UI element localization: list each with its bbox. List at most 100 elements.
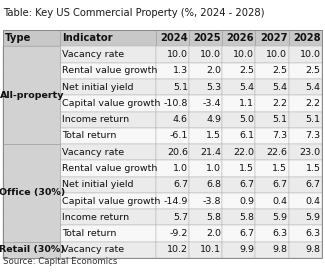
Bar	[255, 209, 289, 225]
Bar	[189, 209, 222, 225]
Text: 2025: 2025	[193, 33, 221, 43]
Bar	[222, 79, 255, 95]
Bar	[60, 30, 156, 46]
Bar	[3, 193, 60, 209]
Bar	[3, 144, 60, 160]
Bar	[255, 63, 289, 79]
Bar	[289, 112, 322, 128]
Text: 5.4: 5.4	[272, 83, 287, 92]
Text: 5.9: 5.9	[306, 213, 320, 222]
Text: 2.5: 2.5	[306, 66, 320, 75]
Bar	[255, 79, 289, 95]
Text: Vacancy rate: Vacancy rate	[62, 148, 124, 157]
Bar	[255, 160, 289, 177]
Bar	[60, 46, 156, 63]
Text: Rental value growth: Rental value growth	[62, 66, 157, 75]
Text: 5.4: 5.4	[306, 83, 320, 92]
Text: 2.2: 2.2	[306, 99, 320, 108]
Bar	[289, 63, 322, 79]
Text: 21.4: 21.4	[200, 148, 221, 157]
Text: Table: Key US Commercial Property (%, 2024 - 2028): Table: Key US Commercial Property (%, 20…	[3, 8, 265, 18]
Text: 2.0: 2.0	[206, 66, 221, 75]
Text: 6.3: 6.3	[272, 229, 287, 238]
Text: 5.1: 5.1	[306, 115, 320, 124]
Bar	[189, 95, 222, 112]
Text: 5.8: 5.8	[239, 213, 254, 222]
Text: 4.9: 4.9	[206, 115, 221, 124]
Text: Income return: Income return	[62, 213, 129, 222]
Text: 2026: 2026	[227, 33, 254, 43]
Bar	[289, 242, 322, 258]
Text: 6.8: 6.8	[206, 180, 221, 189]
Bar	[60, 193, 156, 209]
Bar	[289, 144, 322, 160]
Text: 5.0: 5.0	[239, 115, 254, 124]
Text: 1.0: 1.0	[173, 164, 188, 173]
Bar	[189, 30, 222, 46]
Text: 2.5: 2.5	[272, 66, 287, 75]
Text: Capital value growth: Capital value growth	[62, 99, 160, 108]
Bar	[222, 242, 255, 258]
Text: All-property: All-property	[0, 91, 64, 100]
Bar	[3, 128, 60, 144]
Bar	[3, 30, 322, 258]
Bar	[289, 177, 322, 193]
Bar	[3, 242, 60, 258]
Text: 0.9: 0.9	[239, 197, 254, 206]
Bar	[3, 209, 60, 225]
Bar	[3, 95, 60, 112]
Text: Rental value growth: Rental value growth	[62, 164, 157, 173]
Bar	[3, 242, 60, 258]
Bar	[156, 160, 189, 177]
Bar	[156, 112, 189, 128]
Bar	[3, 63, 60, 79]
Text: 1.1: 1.1	[239, 99, 254, 108]
Text: Income return: Income return	[62, 115, 129, 124]
Text: 2.2: 2.2	[272, 99, 287, 108]
Text: 2.0: 2.0	[206, 229, 221, 238]
Bar	[156, 144, 189, 160]
Text: Capital value growth: Capital value growth	[62, 197, 160, 206]
Bar	[222, 95, 255, 112]
Bar	[289, 30, 322, 46]
Bar	[189, 46, 222, 63]
Text: 5.9: 5.9	[272, 213, 287, 222]
Bar	[189, 193, 222, 209]
Bar	[189, 112, 222, 128]
Bar	[222, 177, 255, 193]
Bar	[189, 225, 222, 242]
Bar	[189, 144, 222, 160]
Text: 1.0: 1.0	[206, 164, 221, 173]
Bar	[60, 209, 156, 225]
Bar	[189, 242, 222, 258]
Bar	[222, 209, 255, 225]
Text: 10.2: 10.2	[167, 245, 188, 254]
Text: 9.9: 9.9	[239, 245, 254, 254]
Bar	[289, 128, 322, 144]
Bar	[189, 160, 222, 177]
Bar	[156, 242, 189, 258]
Text: Office (30%): Office (30%)	[0, 188, 65, 197]
Text: 9.8: 9.8	[272, 245, 287, 254]
Text: 1.5: 1.5	[272, 164, 287, 173]
Bar	[222, 46, 255, 63]
Bar	[156, 63, 189, 79]
Bar	[255, 177, 289, 193]
Bar	[222, 193, 255, 209]
Text: 7.3: 7.3	[272, 131, 287, 140]
Text: Total return: Total return	[62, 229, 116, 238]
Text: Source: Capital Economics: Source: Capital Economics	[3, 257, 118, 266]
Bar	[3, 177, 60, 193]
Text: 10.0: 10.0	[167, 50, 188, 59]
Text: 1.3: 1.3	[173, 66, 188, 75]
Text: Retail (30%): Retail (30%)	[0, 245, 65, 254]
Text: 6.7: 6.7	[306, 180, 320, 189]
Text: Indicator: Indicator	[62, 33, 113, 43]
Bar	[156, 193, 189, 209]
Text: 6.7: 6.7	[272, 180, 287, 189]
Bar	[222, 160, 255, 177]
Bar	[255, 95, 289, 112]
Bar	[222, 144, 255, 160]
Text: Vacancy rate: Vacancy rate	[62, 50, 124, 59]
Text: -10.8: -10.8	[163, 99, 188, 108]
